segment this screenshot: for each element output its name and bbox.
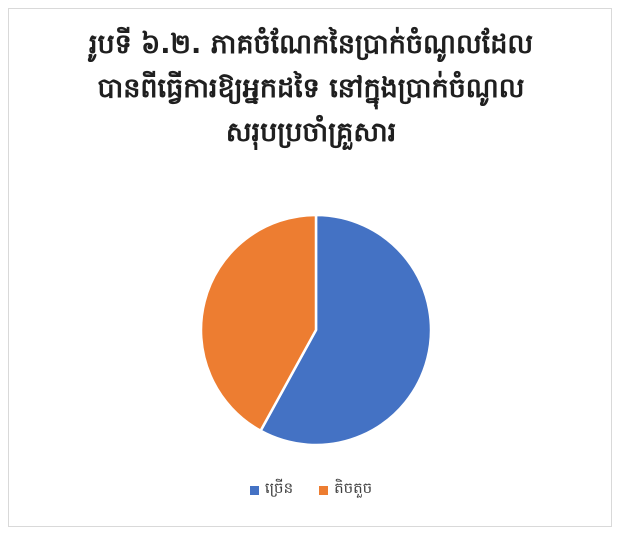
legend-item-0: ច្រើន	[249, 479, 294, 501]
pie-slice-0	[259, 213, 433, 447]
pie-chart	[199, 213, 433, 447]
pie-slice-1	[199, 213, 318, 433]
legend-label-0: ច្រើន	[264, 479, 294, 497]
chart-title-line-3: សរុបប្រចាំគ្រួសារ	[225, 117, 397, 148]
chart-legend: ច្រើន តិចតួច	[9, 479, 613, 501]
legend-swatch-1	[319, 485, 329, 495]
chart-title-line-2: បានពីធ្វើការឱ្យអ្នកដទៃ នៅក្នុងប្រាក់ចំណូ…	[97, 73, 525, 104]
chart-title: រូបទី ៦.២. ភាគចំណែកនៃប្រាក់ចំណូលដែល បានព…	[9, 23, 613, 155]
chart-frame: រូបទី ៦.២. ភាគចំណែកនៃប្រាក់ចំណូលដែល បានព…	[8, 8, 612, 527]
legend-item-1: តិចតួច	[319, 479, 372, 501]
chart-title-line-1: រូបទី ៦.២. ភាគចំណែកនៃប្រាក់ចំណូលដែល	[88, 29, 534, 60]
legend-label-1: តិចតួច	[334, 479, 373, 497]
legend-swatch-0	[249, 485, 259, 495]
